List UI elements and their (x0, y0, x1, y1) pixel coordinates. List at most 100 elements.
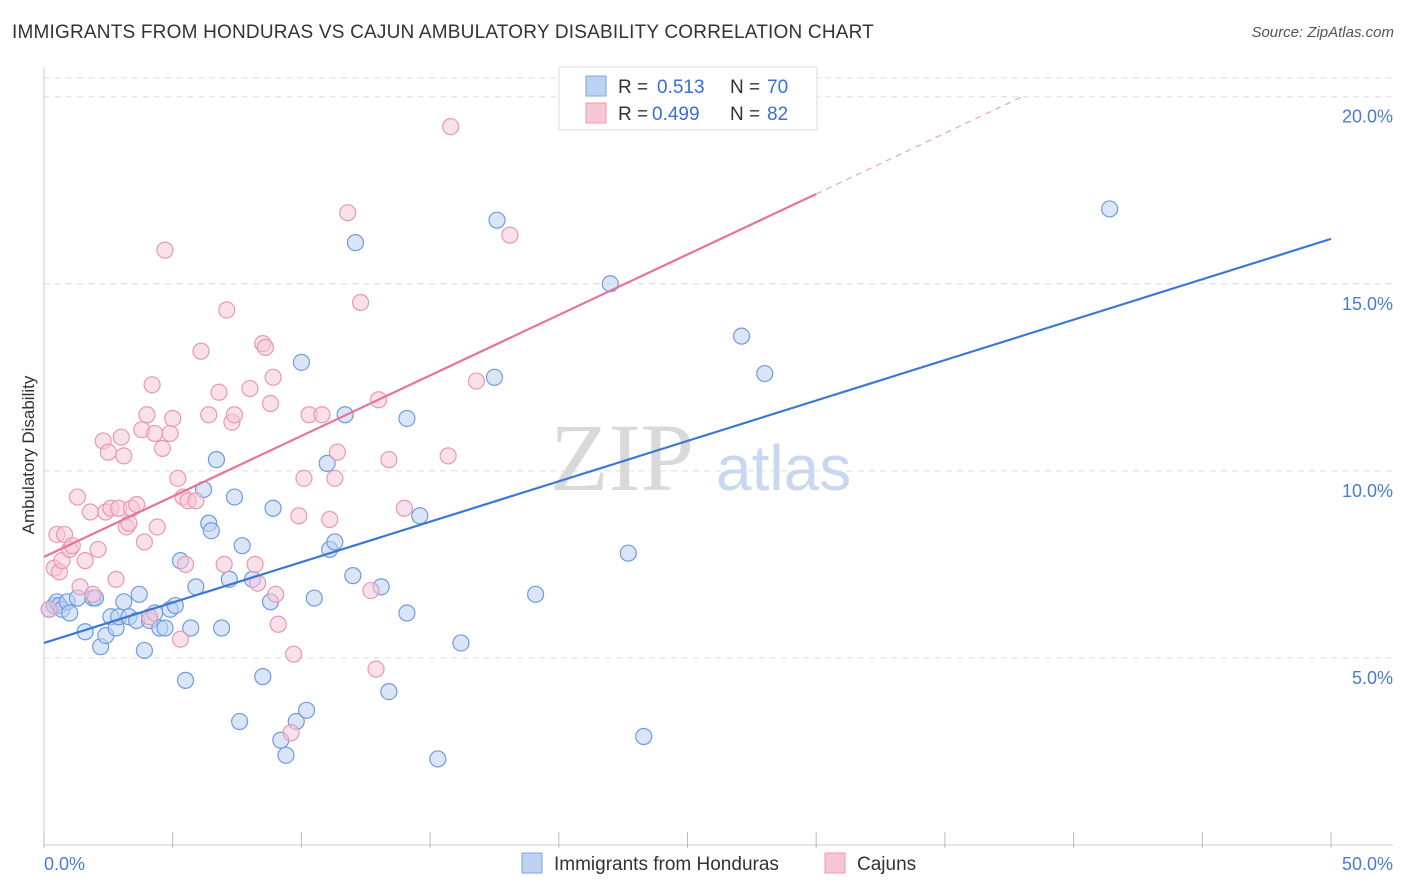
trend-lines (44, 97, 1331, 643)
legend-r-value-pink: 0.499 (652, 104, 700, 125)
legend-swatch-pink (586, 103, 606, 123)
legend-n-value-blue: 70 (767, 77, 788, 98)
point-cajun (268, 586, 284, 602)
y-tick-label: 5.0% (1352, 668, 1393, 688)
point-cajun (113, 429, 129, 445)
point-honduras (178, 672, 194, 688)
point-cajun (157, 242, 173, 258)
point-cajun (353, 294, 369, 310)
point-cajun (396, 500, 412, 516)
legend-n-value-pink: 82 (767, 104, 788, 125)
point-honduras (453, 635, 469, 651)
y-tick-label: 15.0% (1342, 294, 1393, 314)
point-honduras (203, 523, 219, 539)
point-cajun (170, 470, 186, 486)
point-cajun (41, 601, 57, 617)
point-honduras (62, 605, 78, 621)
point-cajun (242, 381, 258, 397)
point-honduras (327, 534, 343, 550)
point-cajun (283, 725, 299, 741)
x-tick-label-max: 50.0% (1342, 854, 1393, 874)
bottom-legend-swatch-pink (825, 853, 845, 873)
point-cajun (100, 444, 116, 460)
point-cajun (368, 661, 384, 677)
point-honduras (131, 586, 147, 602)
point-cajun (116, 448, 132, 464)
point-cajun (147, 425, 163, 441)
point-honduras (620, 545, 636, 561)
point-honduras (214, 620, 230, 636)
point-cajun (329, 444, 345, 460)
point-honduras (602, 276, 618, 292)
point-cajun (247, 556, 263, 572)
point-honduras (486, 369, 502, 385)
point-cajun (77, 553, 93, 569)
point-honduras (136, 642, 152, 658)
watermark: ZIP atlas (550, 404, 851, 511)
point-cajun (154, 440, 170, 456)
point-honduras (347, 235, 363, 251)
point-honduras (226, 489, 242, 505)
y-tick-label: 10.0% (1342, 481, 1393, 501)
point-honduras (208, 452, 224, 468)
legend-r-label-pink: R = (618, 104, 648, 125)
point-honduras (232, 714, 248, 730)
point-cajun (139, 407, 155, 423)
point-cajun (162, 425, 178, 441)
point-cajun (502, 227, 518, 243)
point-honduras (265, 500, 281, 516)
point-honduras (430, 751, 446, 767)
point-honduras (412, 508, 428, 524)
point-honduras (399, 410, 415, 426)
point-honduras (293, 354, 309, 370)
point-cajun (270, 616, 286, 632)
point-cajun (296, 470, 312, 486)
point-honduras (345, 568, 361, 584)
legend-n-label-pink: N = (730, 104, 760, 125)
point-cajun (201, 407, 217, 423)
watermark-zip: ZIP (550, 404, 694, 511)
point-cajun (327, 470, 343, 486)
trend-line-honduras (44, 239, 1331, 643)
point-cajun (69, 489, 85, 505)
point-cajun (178, 556, 194, 572)
scatter-chart: ZIP atlas 5.0% 10.0% 15.0% 20.0% 0.0% 50.0% A… (0, 0, 1406, 892)
x-tick-label-min: 0.0% (44, 854, 85, 874)
point-cajun (468, 373, 484, 389)
legend-n-label-blue: N = (730, 77, 760, 98)
point-cajun (440, 448, 456, 464)
point-cajun (165, 410, 181, 426)
point-honduras (528, 586, 544, 602)
point-cajun (85, 586, 101, 602)
bottom-legend-swatch-blue (522, 853, 542, 873)
point-cajun (443, 119, 459, 135)
point-cajun (149, 519, 165, 535)
trend-line-cajun-extension (816, 97, 1022, 194)
point-cajun (90, 541, 106, 557)
bottom-legend: Immigrants from Honduras Cajuns (522, 853, 916, 875)
legend-r-label-blue: R = (618, 77, 648, 98)
point-cajun (211, 384, 227, 400)
point-honduras (636, 728, 652, 744)
point-honduras (489, 212, 505, 228)
point-cajun (216, 556, 232, 572)
point-cajun (381, 452, 397, 468)
point-cajun (172, 631, 188, 647)
point-cajun (291, 508, 307, 524)
point-honduras (1102, 201, 1118, 217)
point-honduras (757, 366, 773, 382)
point-honduras (381, 684, 397, 700)
y-axis-label: Ambulatory Disability (19, 375, 38, 534)
point-cajun (340, 205, 356, 221)
point-cajun (263, 396, 279, 412)
watermark-atlas: atlas (716, 432, 851, 504)
point-cajun (219, 302, 235, 318)
point-cajun (144, 377, 160, 393)
point-honduras (116, 594, 132, 610)
point-honduras (157, 620, 173, 636)
point-honduras (255, 669, 271, 685)
point-honduras (306, 590, 322, 606)
point-cajun (108, 571, 124, 587)
point-honduras (278, 747, 294, 763)
y-tick-label: 20.0% (1342, 107, 1393, 127)
